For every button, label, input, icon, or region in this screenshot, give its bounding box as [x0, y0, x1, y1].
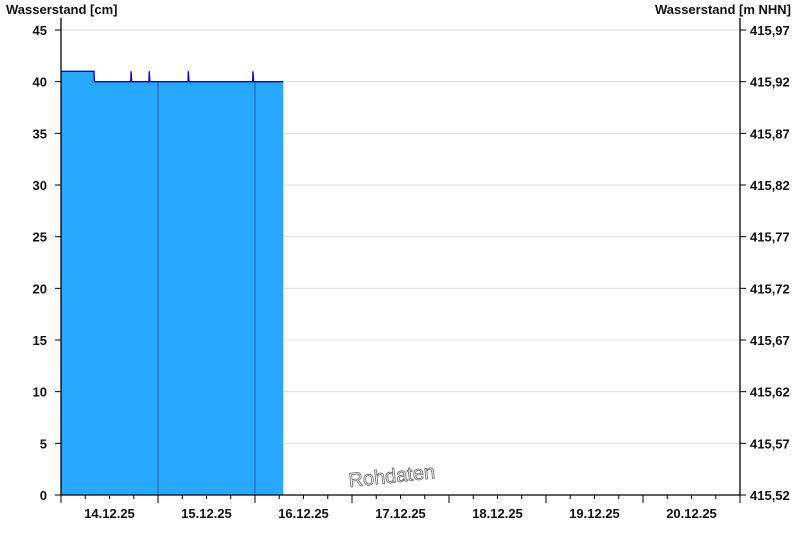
day-separator-lines — [157, 82, 256, 495]
y-tick-label-left: 30 — [33, 178, 47, 193]
data-area — [61, 70, 284, 495]
y-tick-label-right: 415,52 — [750, 488, 790, 503]
y-tick-label-right: 415,97 — [750, 23, 790, 38]
y-tick-label-left: 5 — [40, 436, 47, 451]
y-tick-label-right: 415,67 — [750, 333, 790, 348]
x-tick-label: 17.12.25 — [375, 506, 426, 521]
x-tick-label: 16.12.25 — [278, 506, 329, 521]
left-y-ticks: 0 5 10 15 20 25 30 35 40 45 — [33, 23, 61, 503]
y-tick-label-left: 20 — [33, 281, 47, 296]
y-tick-label-left: 15 — [33, 333, 47, 348]
x-tick-label: 19.12.25 — [569, 506, 620, 521]
left-y-axis-label: Wasserstand [cm] — [6, 2, 118, 17]
y-tick-label-right: 415,57 — [750, 436, 790, 451]
x-tick-label: 15.12.25 — [181, 506, 232, 521]
water-level-area — [61, 71, 284, 495]
right-y-ticks: 415,52 415,57 415,62 415,67 415,72 415,77 415,… — [740, 23, 790, 503]
y-tick-label-right: 415,92 — [750, 75, 790, 90]
right-y-axis-label: Wasserstand [m NHN] — [655, 2, 791, 17]
watermark: Rohdaten — [348, 461, 437, 492]
x-tick-label: 20.12.25 — [666, 506, 717, 521]
y-tick-label-left: 25 — [33, 230, 47, 245]
y-tick-label-left: 35 — [33, 126, 47, 141]
y-tick-label-left: 0 — [40, 488, 47, 503]
y-tick-label-left: 10 — [33, 385, 47, 400]
y-tick-label-right: 415,87 — [750, 126, 790, 141]
water-level-line — [61, 70, 284, 83]
x-tick-label: 18.12.25 — [472, 506, 523, 521]
x-ticks: 14.12.25 15.12.25 16.12.25 17.12.25 18.12.25… — [60, 495, 741, 521]
y-tick-label-right: 415,82 — [750, 178, 790, 193]
y-tick-label-right: 415,77 — [750, 230, 790, 245]
y-tick-label-left: 40 — [33, 75, 47, 90]
y-tick-label-right: 415,62 — [750, 385, 790, 400]
y-tick-label-left: 45 — [33, 23, 47, 38]
x-tick-label: 14.12.25 — [84, 506, 135, 521]
y-tick-label-right: 415,72 — [750, 281, 790, 296]
